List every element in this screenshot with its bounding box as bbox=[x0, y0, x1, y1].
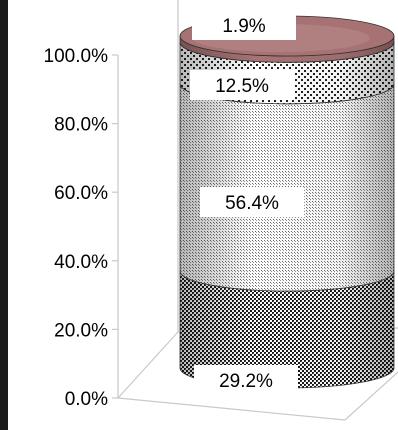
left-border-strip bbox=[0, 0, 8, 430]
data-label-box bbox=[200, 187, 304, 217]
y-tick-label: 40.0% bbox=[54, 252, 108, 273]
data-label-box bbox=[190, 70, 294, 100]
floor-left-edge bbox=[117, 331, 179, 399]
data-label-box bbox=[194, 365, 298, 395]
y-tick-label: 80.0% bbox=[54, 115, 108, 136]
y-tick-label: 0.0% bbox=[65, 389, 108, 410]
data-label: 12.5% bbox=[215, 76, 269, 97]
cylinder-segment-4-shading bbox=[180, 36, 394, 63]
data-label: 29.2% bbox=[219, 371, 273, 392]
y-tick-label: 100.0% bbox=[44, 46, 109, 67]
y-axis: 0.0% 20.0% 40.0% 60.0% 80.0% 100.0% bbox=[44, 46, 119, 410]
y-tick-label: 20.0% bbox=[54, 320, 108, 341]
floor-right-edge bbox=[344, 371, 398, 421]
data-label-box bbox=[192, 10, 296, 40]
data-label: 1.9% bbox=[222, 16, 265, 37]
y-tick-label: 60.0% bbox=[54, 183, 108, 204]
cylinder-segment-1-shading bbox=[180, 271, 394, 388]
data-labels: 29.2% 56.4% 12.5% 1.9% bbox=[190, 10, 304, 395]
floor-front-edge bbox=[117, 397, 346, 421]
data-label: 56.4% bbox=[225, 193, 279, 214]
